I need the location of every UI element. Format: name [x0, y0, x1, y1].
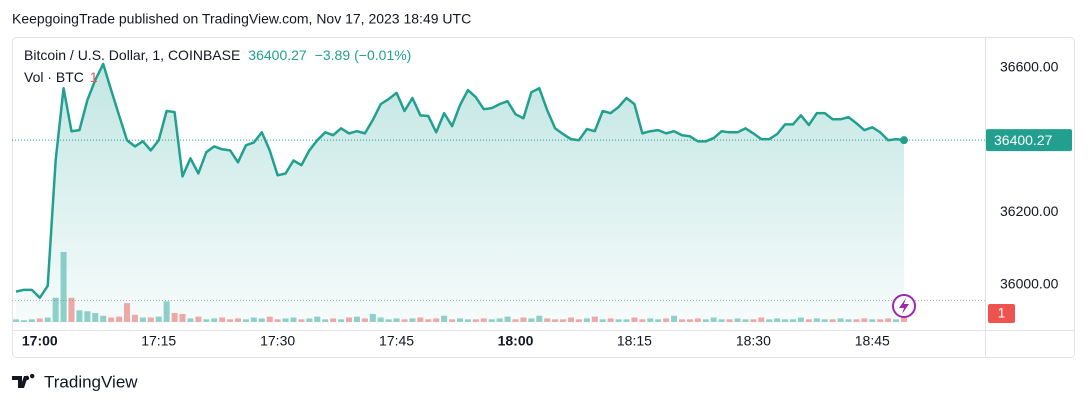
plot: [12, 62, 985, 323]
chart-frame: [12, 37, 1075, 358]
brand: TradingView: [44, 372, 138, 391]
x-tick-label: 18:00: [498, 333, 534, 349]
x-tick-label: 18:15: [617, 333, 652, 349]
volume-tag: [988, 304, 1015, 323]
price-area: [16, 64, 904, 323]
price-line: [15, 62, 905, 300]
last-price: 36400.27: [248, 47, 307, 63]
attribution: KeepgoingTrade published on TradingView.…: [12, 11, 471, 27]
y-tick-label: 36600.00: [1000, 59, 1059, 75]
symbol: Bitcoin / U.S. Dollar, 1, COINBASE: [24, 47, 240, 63]
x-tick-label: 17:15: [141, 333, 176, 349]
y-tick-label: 36200.00: [1000, 203, 1059, 219]
brand-logo: [12, 373, 35, 388]
volume-last: 1: [90, 69, 98, 85]
x-tick-label: 18:45: [855, 333, 890, 349]
x-tick-label: 18:30: [736, 333, 771, 349]
snapshot-icon: [892, 294, 916, 318]
last-price-label: 36400.27: [994, 132, 1053, 148]
legend: Bitcoin / U.S. Dollar, 1, COINBASE 36400.…: [24, 47, 411, 63]
x-tick-label: 17:45: [379, 333, 414, 349]
last-price-dot: [900, 136, 908, 145]
volume-title: Vol · BTC: [24, 69, 84, 85]
last-price-tag: [986, 129, 1072, 152]
volume-legend: Vol · BTC 1: [24, 69, 98, 85]
change-percent: (−0.01%): [354, 47, 411, 63]
x-tick-label: 17:30: [260, 333, 295, 349]
y-tick-label: 36000.00: [1000, 275, 1059, 291]
change: −3.89: [315, 47, 351, 63]
volume-tag-label: 1: [998, 305, 1006, 321]
x-tick-label: 17:00: [22, 333, 58, 349]
